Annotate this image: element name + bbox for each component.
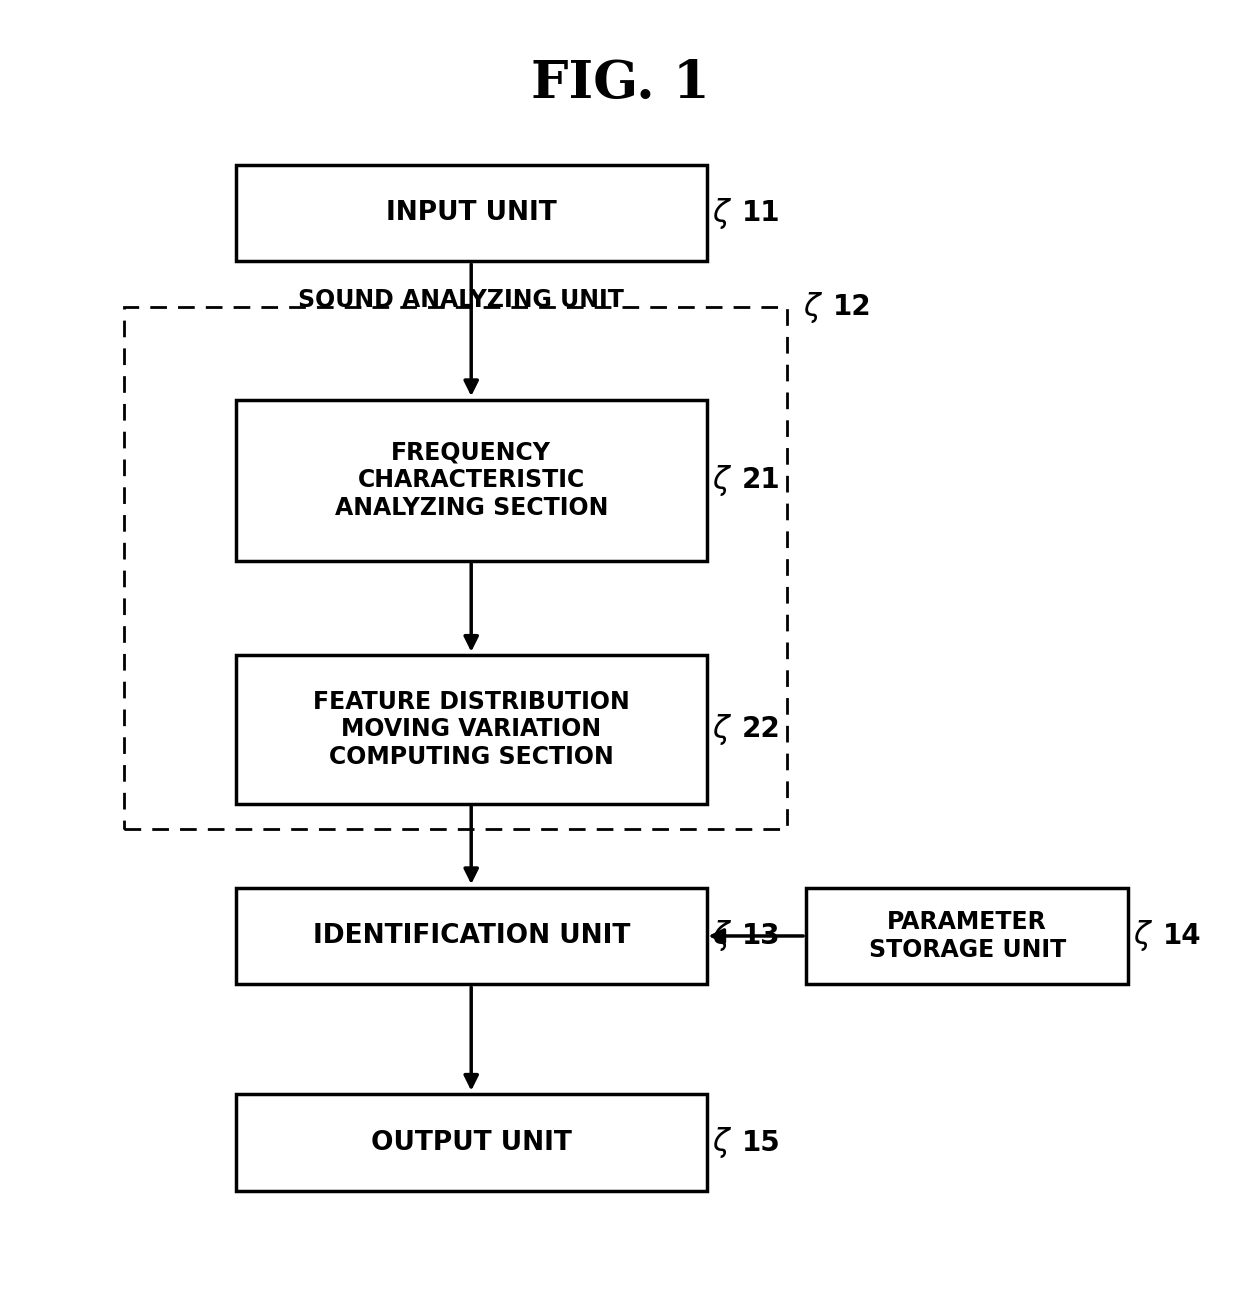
Text: ζ: ζ [712, 1127, 728, 1158]
Text: ζ: ζ [1133, 920, 1149, 951]
Text: 11: 11 [742, 199, 780, 227]
Text: OUTPUT UNIT: OUTPUT UNIT [371, 1130, 572, 1155]
Text: INPUT UNIT: INPUT UNIT [386, 200, 557, 226]
Text: ζ: ζ [804, 292, 820, 323]
Text: FEATURE DISTRIBUTION
MOVING VARIATION
COMPUTING SECTION: FEATURE DISTRIBUTION MOVING VARIATION CO… [312, 689, 630, 769]
Bar [236, 1093, 707, 1190]
Bar [236, 399, 707, 560]
Text: 14: 14 [1163, 922, 1202, 950]
Text: 15: 15 [742, 1128, 780, 1157]
Bar [806, 888, 1128, 984]
Text: ζ: ζ [712, 465, 728, 496]
Text: FREQUENCY
CHARACTERISTIC
ANALYZING SECTION: FREQUENCY CHARACTERISTIC ANALYZING SECTI… [335, 440, 608, 520]
Text: SOUND ANALYZING UNIT: SOUND ANALYZING UNIT [299, 288, 624, 312]
Bar [236, 888, 707, 984]
Text: ζ: ζ [712, 714, 728, 745]
Bar [124, 307, 787, 829]
Text: FIG. 1: FIG. 1 [531, 58, 709, 110]
Text: ζ: ζ [712, 198, 728, 229]
Bar [236, 655, 707, 803]
Bar [236, 164, 707, 261]
Text: ζ: ζ [712, 920, 728, 951]
Text: IDENTIFICATION UNIT: IDENTIFICATION UNIT [312, 923, 630, 949]
Text: PARAMETER
STORAGE UNIT: PARAMETER STORAGE UNIT [868, 910, 1066, 962]
Text: 13: 13 [742, 922, 780, 950]
Text: 22: 22 [742, 715, 780, 744]
Text: 12: 12 [833, 293, 872, 321]
Text: 21: 21 [742, 466, 780, 494]
